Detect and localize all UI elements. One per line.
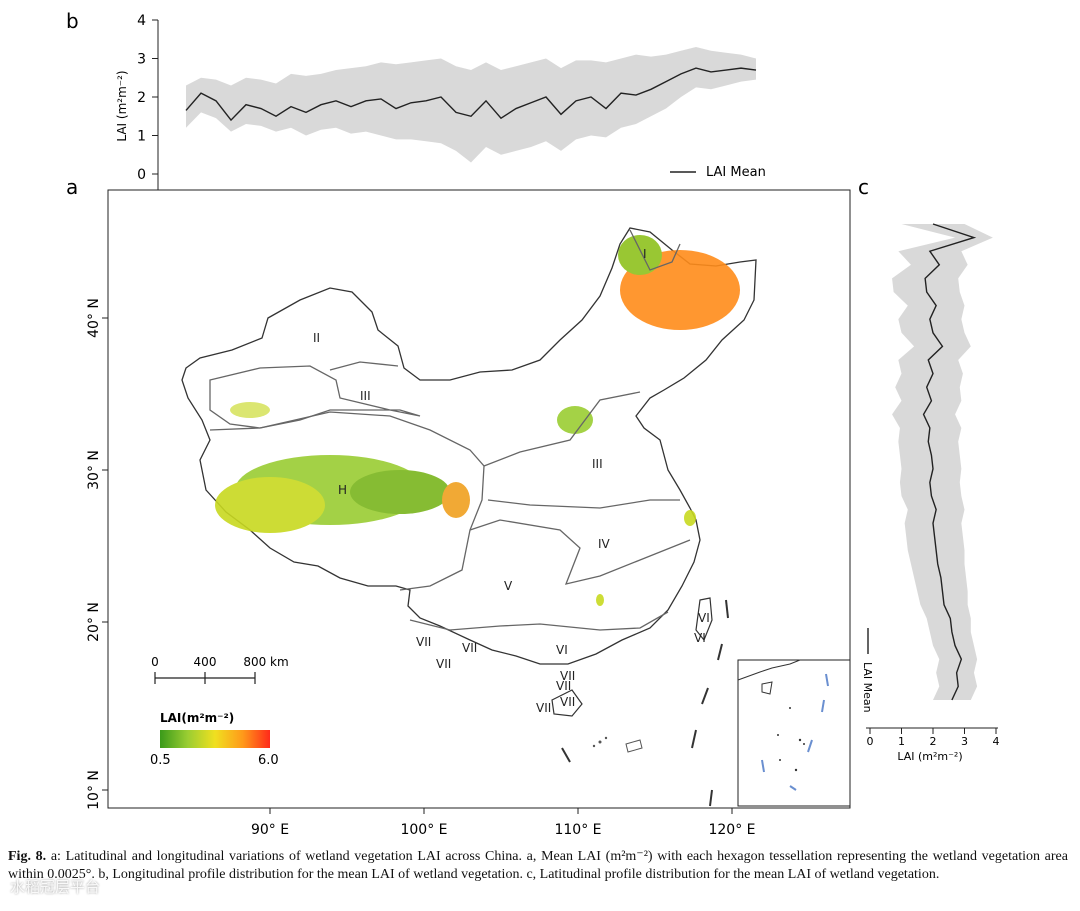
inset-map [737,659,851,807]
panel-a-map: I II III III H IV V VI VI VI VII VII VII… [86,189,851,838]
inset-island [761,681,773,695]
map-y-tick-label: 30° N [86,450,102,490]
panel-b-y-label: LAI (m²m⁻²) [115,70,129,141]
panel-b-mean-line [185,67,757,122]
boundary-VI [409,611,669,631]
panel-b-legend-label: LAI Mean [706,165,766,180]
panel-b-label: b [66,9,79,33]
patch-south [596,594,604,606]
map-x-tick-label: 120° E [708,822,755,838]
panel-c-x-label: LAI (m²m⁻²) [897,750,962,763]
caption-text: a: Latitudinal and longitudinal variatio… [8,849,1068,882]
nine-dash-line [561,599,729,807]
region-label: VII [536,701,551,715]
region-label: VII [556,679,571,693]
region-label: VII [560,669,575,683]
colorbar-title: LAI(m²m⁻²) [160,711,234,725]
region-label: VII [462,641,477,655]
region-label: VII [436,657,451,671]
patch-northeast-green [618,235,662,275]
colorbar: LAI(m²m⁻²) 0.5 6.0 [150,711,279,768]
panel-c-range-band [892,224,993,700]
scale-tick: 800 km [243,655,288,669]
region-label: V [504,579,513,593]
map-y-tick-label: 40° N [86,298,102,338]
region-label: II [313,331,320,345]
panel-c-legend-label: LAI Mean [861,662,874,713]
region-label: VI [694,631,706,645]
panel-c-chart: 0 1 2 3 4 LAI (m²m⁻²) LAI Mean [861,223,1000,763]
scale-tick: 0 [151,655,159,669]
region-label: IV [598,537,611,551]
scale-bar: 0 400 800 km [151,655,289,684]
patch-yangtze-mouth [684,510,696,526]
map-y-tick-label: 20° N [86,602,102,642]
region-label: VI [556,643,568,657]
panel-b-chart: 0 1 2 3 4 LAI (m²m⁻²) LAI Mean [115,13,766,190]
boundary-III-west [209,365,421,429]
map-x-tick-label: 110° E [554,822,601,838]
region-label: III [360,389,371,403]
boundary-I [629,229,681,271]
china-outline [181,227,757,665]
sea-islands [592,736,643,753]
region-label: I [643,247,647,261]
region-boundaries [209,229,691,631]
vegetation-patches [215,235,740,606]
panel-b-y-tick-label: 4 [137,13,146,29]
patch-tarim [230,402,270,418]
panel-c-x-tick-label: 4 [993,735,1000,748]
inset-dots [777,707,805,772]
panel-b-y-tick-label: 3 [137,52,146,68]
panel-c-x-tick-label: 1 [898,735,905,748]
colorbar-max-label: 6.0 [258,753,279,768]
figure-caption: Fig. 8. a: Latitudinal and longitudinal … [8,848,1068,884]
taiwan-island [695,597,713,642]
boundary-II [329,361,399,371]
panel-b-y-tick-label: 1 [137,129,146,145]
region-label: VII [416,635,431,649]
region-label: III [592,457,603,471]
inset-dashes [761,673,829,791]
scale-tick: 400 [194,655,217,669]
patch-orange-sw [442,482,470,518]
colorbar-gradient [160,730,270,748]
panel-a-label: a [66,175,78,199]
hainan-island [551,689,583,717]
panel-c-x-tick-label: 3 [961,735,968,748]
map-x-tick-label: 100° E [400,822,447,838]
patch-plateau-east [350,470,450,514]
region-label: H [338,483,347,497]
boundary-III-east-south [487,499,680,509]
map-x-tick-label: 90° E [251,822,289,838]
region-label: VI [698,611,710,625]
watermark: 水稻冠层平台 [10,878,101,896]
map-y-tick-label: 10° N [86,770,102,810]
colorbar-min-label: 0.5 [150,753,171,768]
panel-c-x-tick-label: 2 [930,735,937,748]
boundary-H [209,411,485,591]
patch-north-central [557,406,593,434]
panel-c-label: c [858,175,869,199]
boundary-IV [469,519,691,585]
panel-b-y-tick-label: 0 [137,167,146,183]
region-labels: I II III III H IV V VI VI VI VII VII VII… [313,247,710,715]
patch-plateau-west [215,477,325,533]
boundary-III-east-north [483,391,641,467]
panel-b-y-tick-label: 2 [137,90,146,106]
panel-c-x-tick-label: 0 [867,735,874,748]
panel-c-mean-line [922,223,977,701]
panel-b-range-band [186,46,756,163]
region-label: VII [560,695,575,709]
caption-fig-label: Fig. 8. [8,849,47,864]
inset-coast [737,659,801,681]
